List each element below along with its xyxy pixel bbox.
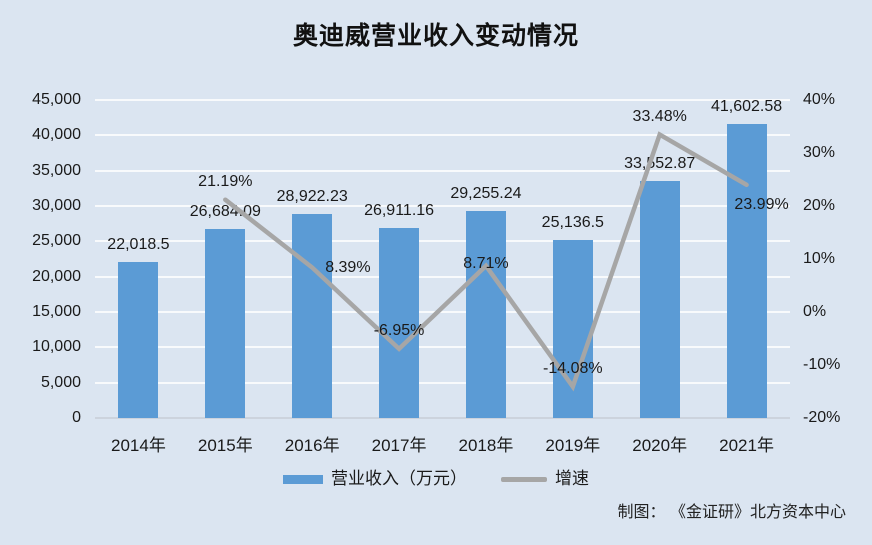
x-axis-label: 2016年 — [284, 436, 340, 455]
y-axis-left-tick: 20,000 — [32, 267, 81, 285]
y-axis-right-tick: 40% — [803, 91, 836, 108]
y-axis-left-tick: 0 — [72, 409, 81, 426]
bar-value-label: 41,602.58 — [710, 98, 783, 115]
x-axis-label: 2018年 — [458, 436, 514, 455]
legend-bar-swatch — [283, 474, 323, 484]
growth-label: 21.19% — [198, 172, 253, 190]
growth-label: -6.95% — [373, 321, 425, 339]
gridline — [95, 275, 790, 278]
gridline — [95, 240, 790, 243]
gridline — [95, 134, 790, 137]
x-axis-label: 2015年 — [197, 436, 253, 455]
legend-item: 增速 — [501, 468, 589, 490]
growth-label: 23.99% — [734, 195, 789, 213]
legend-item: 营业收入（万元） — [283, 468, 467, 490]
legend-label: 增速 — [555, 469, 589, 488]
x-axis-label: 2017年 — [371, 436, 427, 455]
bar-value-label: 29,255.24 — [450, 185, 522, 203]
x-axis-label: 2014年 — [111, 436, 166, 455]
legend-label: 营业收入（万元） — [331, 469, 467, 488]
y-axis-left-tick: 25,000 — [32, 232, 81, 250]
growth-label: 8.39% — [325, 258, 371, 276]
y-axis-right-tick: -10% — [803, 356, 841, 373]
gridline — [95, 99, 790, 101]
y-axis-left-tick: 15,000 — [32, 303, 81, 320]
y-axis-left-tick: 5,000 — [40, 373, 81, 391]
legend-line-swatch — [501, 476, 547, 482]
bar-value-label: 25,136.5 — [541, 214, 604, 232]
bar-value-label: 33,552.87 — [624, 154, 696, 172]
y-axis-left-tick: 40,000 — [32, 126, 81, 144]
x-axis-label: 2021年 — [719, 436, 774, 455]
growth-label: 33.48% — [632, 107, 687, 125]
growth-label: -14.08% — [543, 359, 603, 377]
growth-line-path — [223, 131, 749, 392]
chart-legend: 营业收入（万元） 增速 — [283, 468, 589, 490]
y-axis-right-tick: 20% — [803, 197, 836, 214]
y-axis-right-tick: 10% — [803, 250, 836, 267]
gridline — [95, 169, 790, 172]
growth-line — [223, 131, 749, 392]
revenue-bar — [465, 211, 506, 418]
revenue-bar — [726, 124, 767, 418]
gridline — [95, 205, 790, 207]
gridline — [95, 311, 790, 313]
bar-value-label: 28,922.23 — [276, 187, 348, 205]
credit-text: 制图： 《金证研》北方资本中心 — [617, 504, 846, 521]
revenue-bar — [639, 180, 680, 418]
y-axis-right-tick: 0% — [803, 303, 827, 320]
x-axis-line — [95, 417, 790, 419]
y-axis-left-tick: 35,000 — [32, 161, 81, 179]
x-axis-label: 2020年 — [632, 436, 688, 455]
bar-value-label: 26,911.16 — [364, 201, 435, 219]
y-axis-left-tick: 10,000 — [32, 338, 81, 356]
y-axis-right-tick: -20% — [803, 409, 841, 426]
revenue-bar — [118, 262, 159, 418]
y-axis-left-tick: 30,000 — [32, 197, 81, 214]
revenue-bar — [379, 227, 420, 418]
revenue-bar — [292, 213, 333, 418]
y-axis-right-tick: 30% — [803, 144, 836, 161]
gridline — [95, 381, 790, 384]
x-axis-label: 2019年 — [545, 436, 601, 455]
bar-value-label: 22,018.5 — [107, 236, 170, 254]
chart-title: 奥迪威营业收入变动情况 — [292, 22, 579, 50]
revenue-bar — [205, 229, 246, 418]
y-axis-left-tick: 45,000 — [32, 91, 81, 108]
gridline — [95, 346, 790, 349]
growth-label: 8.71% — [463, 254, 509, 272]
